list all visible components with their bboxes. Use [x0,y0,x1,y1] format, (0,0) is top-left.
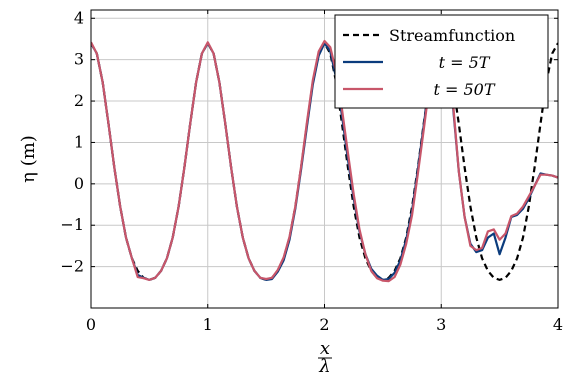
x-tick-label: 2 [319,315,329,334]
x-axis-label: x λ [318,338,332,376]
x-tick-label: 0 [86,315,96,334]
x-axis-label-numerator: x [320,338,330,359]
x-axis-label-denominator: λ [318,356,330,376]
y-tick-label: −2 [60,257,84,276]
legend-label-streamfunction: Streamfunction [389,26,515,45]
series-line-t50 [91,39,558,283]
y-tick-label: 1 [74,132,84,151]
x-tick-label: 3 [436,315,446,334]
y-tick-label: 3 [74,50,84,69]
series-layer [91,39,558,283]
y-axis-label: η (m) [18,135,39,183]
y-tick-label: −1 [60,215,84,234]
y-tick-label: 0 [74,174,84,193]
y-tick-label: 4 [74,8,84,27]
y-tick-label: 2 [74,91,84,110]
legend-label-t50: t = 50T [433,80,495,99]
ticks: 0 1 2 3 4 −2 −1 0 1 2 3 4 [60,8,563,334]
x-tick-label: 1 [203,315,213,334]
svg-text:η (m): η (m) [18,135,39,183]
legend-label-t5: t = 5T [439,53,491,72]
legend: Streamfunction t = 5T t = 50T [334,14,549,109]
x-tick-label: 4 [553,315,563,334]
